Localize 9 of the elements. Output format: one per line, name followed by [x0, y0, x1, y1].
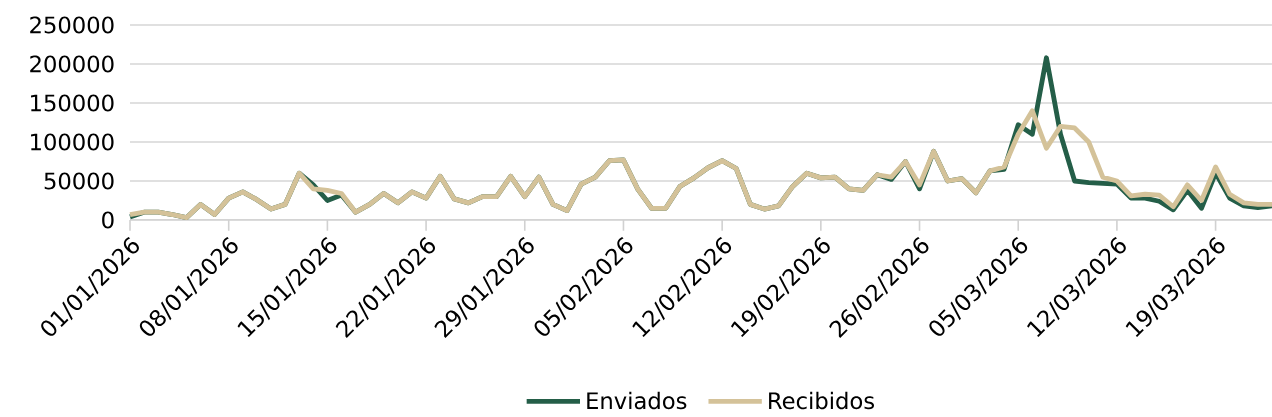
- y-tick-label: 150000: [31, 94, 114, 112]
- legend-label: Enviados: [587, 391, 687, 410]
- legend-label: Recibidos: [769, 391, 875, 410]
- y-tick-label: 50000: [44, 172, 114, 190]
- y-tick-label: 100000: [31, 133, 114, 151]
- y-tick-label: 200000: [30, 55, 114, 73]
- y-tick-label: 0: [102, 211, 114, 229]
- line-series: [127, 108, 1272, 221]
- y-tick-label: 250000: [30, 16, 114, 34]
